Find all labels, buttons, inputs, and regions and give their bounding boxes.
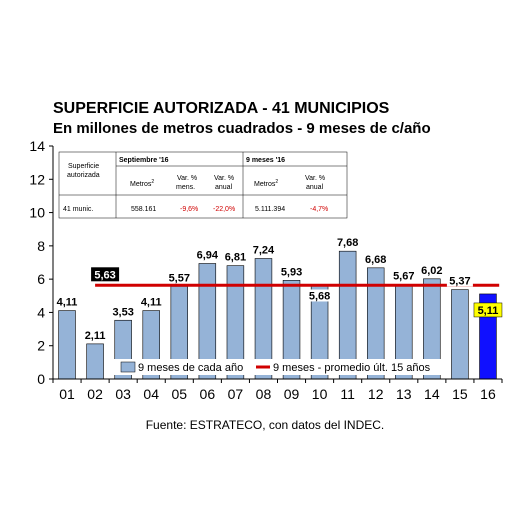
table-col-metros: Metros2 [130, 179, 154, 188]
table-row-header: Superficie autorizada [67, 163, 100, 179]
bar-01 [58, 310, 76, 380]
x-tick-label: 08 [256, 386, 272, 402]
inset-table: Superficie autorizada Septiembre '16 9 me… [58, 151, 348, 219]
data-label-14: 6,02 [421, 265, 442, 277]
bar-02 [86, 343, 104, 380]
data-label-bg [194, 248, 221, 261]
data-label-bg [278, 265, 305, 278]
data-label-05: 5,57 [169, 272, 190, 284]
legend-bar-swatch [120, 361, 136, 373]
data-labels-layer: 4,11 2,11 3,53 4,11 5,57 6,94 6,81 7,24 5,93 5,68… [54, 236, 503, 342]
y-tick-label: 14 [29, 138, 45, 154]
data-label-bg [222, 250, 249, 263]
data-label-bg [138, 295, 165, 308]
y-tick-label: 6 [37, 271, 45, 287]
x-tick-label: 03 [115, 386, 131, 402]
legend-label-bars: 9 meses de cada año [138, 362, 243, 374]
data-label-07: 6,81 [225, 252, 246, 264]
data-label-01: 4,11 [57, 297, 78, 309]
data-label-11: 7,68 [337, 237, 358, 249]
legend: 9 meses de cada año 9 meses - promedio ú… [114, 359, 444, 375]
x-tick-label: 04 [143, 386, 159, 402]
data-label-bg [110, 305, 137, 318]
table-sep-var-mens: -9,6% [180, 206, 198, 213]
average-label: 5,63 [94, 269, 115, 281]
data-label-04: 4,11 [141, 297, 162, 309]
legend-box [114, 359, 444, 375]
data-label-bg [166, 271, 193, 284]
data-label-15: 5,37 [449, 276, 470, 288]
data-label-13: 5,67 [393, 271, 414, 283]
data-label-bg [418, 263, 445, 276]
data-label-bg [306, 289, 333, 302]
data-label-bg [362, 252, 389, 265]
table-nm-metros: 5.111.394 [255, 206, 285, 213]
y-tick-label: 8 [37, 238, 45, 254]
table-group-september: Septiembre '16 [119, 157, 169, 164]
data-label-bg [54, 295, 81, 308]
x-tick-label: 10 [312, 386, 328, 402]
x-tick-label: 11 [340, 386, 355, 402]
bar-15 [451, 289, 469, 380]
x-tick-label: 09 [284, 386, 300, 402]
average-label-bg [91, 267, 120, 282]
highlight-label-bg [473, 302, 503, 318]
table-col-metros-9m: Metros2 [254, 179, 278, 188]
y-tick-label: 10 [29, 205, 45, 221]
x-tick-label: 02 [87, 386, 103, 402]
legend-label-average: 9 meses - promedio últ. 15 años [273, 362, 431, 374]
average-line-layer: 5,63 [91, 267, 500, 287]
x-tick-label: 15 [452, 386, 468, 402]
table-sep-metros: 558.161 [131, 206, 156, 213]
data-label-bg [446, 274, 473, 287]
data-label-06: 6,94 [197, 249, 219, 261]
x-tick-label: 12 [368, 386, 384, 402]
x-tick-label: 07 [228, 386, 244, 402]
x-tick-label: 05 [171, 386, 187, 402]
data-label-bg [390, 269, 417, 282]
data-label-bg [82, 328, 109, 341]
data-label-16: 5,11 [478, 305, 499, 317]
y-tick-label: 12 [29, 171, 45, 187]
data-label-09: 5,93 [281, 266, 302, 278]
data-label-08: 7,24 [253, 245, 275, 257]
inset-table-box [58, 151, 348, 219]
table-row-label: 41 munic. [63, 206, 93, 213]
chart-title: SUPERFICIE AUTORIZADA - 41 MUNICIPIOS [53, 100, 390, 117]
table-col-var-anual-9m: Var. % anual [305, 175, 325, 191]
table-group-nine-months: 9 meses '16 [246, 157, 285, 164]
data-label-12: 6,68 [365, 254, 386, 266]
y-tick-label: 4 [37, 304, 45, 320]
table-col-var-mens: Var. % mens. [176, 175, 197, 191]
y-tick-label: 0 [37, 371, 45, 387]
y-tick-label: 2 [37, 338, 45, 354]
data-label-02: 2,11 [85, 330, 106, 342]
x-tick-label: 06 [200, 386, 216, 402]
table-col-var-anual: Var. % anual [214, 175, 234, 191]
data-label-bg [334, 236, 361, 249]
x-tick-label: 14 [424, 386, 440, 402]
chart-source: Fuente: ESTRATECO, con datos del INDEC. [145, 418, 385, 432]
table-sep-var-anual: -22,0% [213, 206, 235, 213]
data-label-10: 5,68 [309, 290, 330, 302]
x-tick-label: 01 [59, 386, 75, 402]
data-label-bg [250, 243, 277, 256]
data-label-03: 3,53 [112, 306, 133, 318]
x-tick-label: 16 [480, 386, 496, 402]
chart-subtitle: En millones de metros cuadrados - 9 mese… [53, 120, 431, 137]
x-tick-label: 13 [396, 386, 412, 402]
table-nm-var-anual: -4,7% [310, 206, 328, 213]
